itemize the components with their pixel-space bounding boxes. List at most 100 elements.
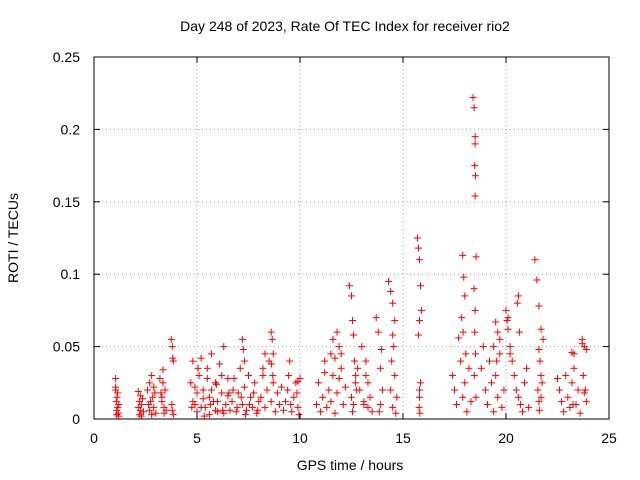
- data-point: [294, 377, 302, 385]
- data-point: [268, 335, 276, 343]
- data-point: [169, 357, 177, 365]
- data-point: [273, 389, 281, 397]
- data-point: [564, 393, 572, 401]
- data-point: [138, 395, 146, 403]
- data-point: [212, 379, 220, 387]
- data-point: [275, 401, 283, 409]
- data-point: [321, 369, 329, 377]
- data-point: [261, 350, 269, 358]
- data-point: [236, 364, 244, 372]
- data-point: [146, 379, 154, 387]
- data-point: [335, 374, 343, 382]
- data-point: [168, 406, 176, 414]
- data-point: [349, 317, 357, 325]
- data-point: [207, 350, 215, 358]
- data-point: [376, 364, 384, 372]
- data-point: [560, 408, 568, 416]
- data-point: [356, 386, 364, 394]
- data-point: [389, 331, 397, 339]
- data-point: [471, 162, 479, 170]
- data-point: [200, 412, 208, 420]
- data-point: [218, 389, 226, 397]
- y-axis-label: ROTI / TECUs: [5, 193, 21, 283]
- data-point: [506, 343, 514, 351]
- data-point: [465, 364, 473, 372]
- data-point: [348, 393, 355, 401]
- data-point: [537, 372, 545, 380]
- data-point: [267, 398, 275, 406]
- data-point: [415, 386, 423, 394]
- data-point: [457, 357, 465, 365]
- data-point: [156, 374, 164, 382]
- data-point: [254, 406, 262, 414]
- data-point: [510, 372, 518, 380]
- data-point: [277, 383, 285, 391]
- data-point: [269, 350, 277, 358]
- data-point: [576, 409, 584, 417]
- data-point: [345, 282, 353, 290]
- data-point: [351, 357, 359, 365]
- data-point: [114, 403, 122, 411]
- data-point: [354, 364, 362, 372]
- data-point: [241, 411, 249, 419]
- data-point: [515, 328, 523, 336]
- data-point: [514, 292, 522, 300]
- data-point: [169, 411, 177, 419]
- data-point: [496, 335, 504, 343]
- data-point: [512, 386, 520, 394]
- data-point: [492, 372, 500, 380]
- data-point: [189, 398, 197, 406]
- data-point: [137, 401, 145, 409]
- data-point: [418, 306, 426, 314]
- data-point: [461, 292, 469, 300]
- data-point: [471, 140, 479, 148]
- data-point: [385, 277, 393, 285]
- data-point: [516, 401, 524, 409]
- data-point: [453, 401, 461, 409]
- data-point: [415, 393, 423, 401]
- data-point: [390, 343, 398, 351]
- data-point: [157, 389, 165, 397]
- data-point: [228, 398, 236, 406]
- data-point: [193, 389, 201, 397]
- data-point: [502, 306, 510, 314]
- data-point: [216, 360, 224, 368]
- data-point: [377, 345, 385, 353]
- data-point: [162, 406, 170, 414]
- data-point: [261, 403, 269, 411]
- data-point: [195, 372, 203, 380]
- data-point: [226, 406, 234, 414]
- data-point: [218, 372, 226, 380]
- data-point: [333, 328, 341, 336]
- data-point: [169, 354, 177, 362]
- data-point: [161, 386, 169, 394]
- data-point: [287, 401, 295, 409]
- data-point: [494, 393, 502, 401]
- data-point: [321, 357, 329, 365]
- y-tick-label: 0.2: [61, 121, 81, 137]
- data-point: [378, 386, 386, 394]
- data-point: [490, 408, 498, 416]
- data-point: [521, 379, 529, 387]
- data-point: [374, 328, 382, 336]
- data-point: [486, 357, 494, 365]
- data-point: [360, 398, 368, 406]
- data-point: [481, 386, 489, 394]
- data-point: [455, 334, 463, 342]
- data-point: [350, 331, 358, 339]
- data-point: [284, 386, 292, 394]
- data-point: [139, 408, 147, 416]
- data-point: [461, 379, 469, 387]
- data-point: [539, 335, 547, 343]
- data-point: [376, 401, 384, 409]
- data-point: [372, 314, 380, 322]
- data-point: [368, 408, 376, 416]
- x-tick-label: 25: [601, 430, 617, 446]
- data-point: [537, 393, 545, 401]
- y-tick-label: 0.15: [53, 194, 80, 210]
- data-point: [285, 372, 293, 380]
- data-point: [203, 364, 211, 372]
- data-points: [112, 94, 590, 420]
- data-point: [159, 366, 167, 374]
